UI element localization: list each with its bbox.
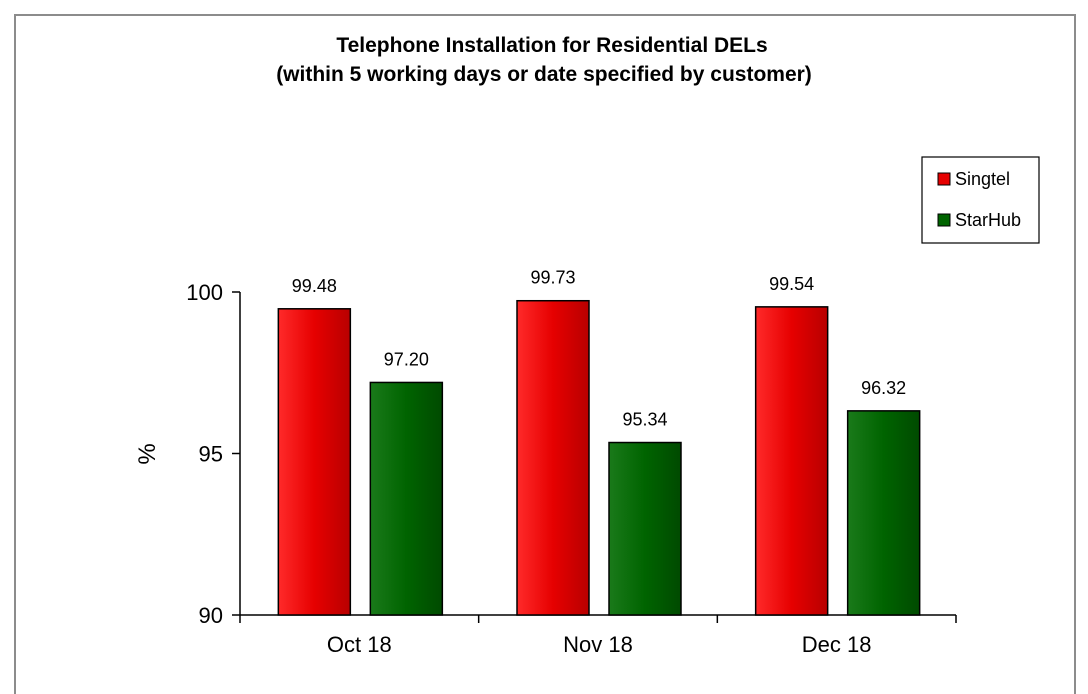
legend-box	[921, 156, 1040, 244]
bar-starhub	[369, 381, 444, 616]
plot-area: 90 95 100 Oct 18 99.48 97.20 Nov 18 99.73 95.34 D…	[186, 268, 957, 657]
legend: Singtel StarHub	[921, 156, 1040, 244]
data-label-singtel: 99.48	[292, 276, 337, 296]
legend-swatch-singtel	[937, 172, 951, 186]
legend-swatch-starhub	[937, 213, 951, 227]
data-label-singtel: 99.73	[530, 268, 575, 288]
data-label-starhub: 96.32	[861, 378, 906, 398]
data-label-starhub: 95.34	[622, 410, 667, 430]
bar-singtel	[277, 308, 352, 616]
x-tick-label: Dec 18	[802, 632, 872, 657]
chart-title: Telephone Installation for Residential D…	[336, 34, 767, 57]
x-tick-label: Oct 18	[327, 632, 392, 657]
y-tick-label: 90	[199, 603, 223, 628]
bar-singtel	[516, 299, 590, 616]
legend-label-starhub: StarHub	[955, 210, 1021, 230]
data-label-singtel: 99.54	[769, 274, 814, 294]
bar-starhub	[846, 410, 921, 616]
y-tick-label: 95	[199, 442, 223, 467]
data-label-starhub: 97.20	[384, 349, 429, 369]
bar-starhub	[608, 441, 682, 616]
y-tick-label: 100	[186, 280, 223, 305]
x-tick-label: Nov 18	[563, 632, 633, 657]
chart-subtitle: (within 5 working days or date specified…	[276, 63, 812, 86]
y-axis-label: %	[134, 443, 161, 464]
bar-singtel	[754, 306, 829, 616]
legend-label-singtel: Singtel	[955, 169, 1010, 189]
bar-chart: Telephone Installation for Residential D…	[134, 34, 1040, 657]
